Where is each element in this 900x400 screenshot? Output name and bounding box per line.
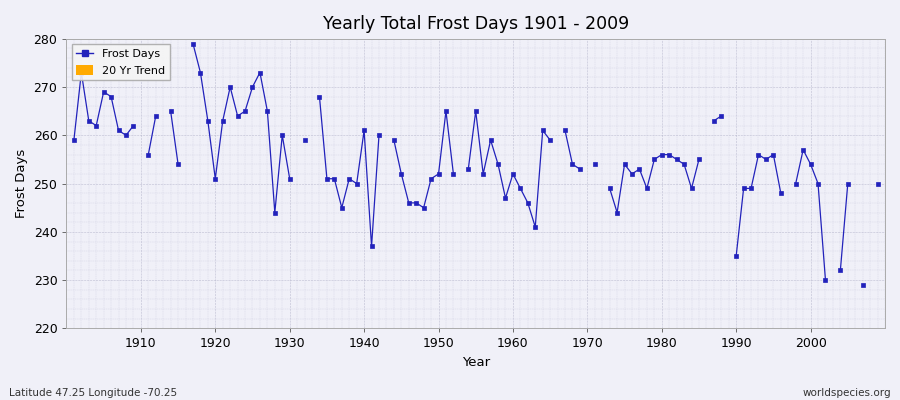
Title: Yearly Total Frost Days 1901 - 2009: Yearly Total Frost Days 1901 - 2009 <box>322 15 629 33</box>
Legend: Frost Days, 20 Yr Trend: Frost Days, 20 Yr Trend <box>72 44 169 80</box>
Text: worldspecies.org: worldspecies.org <box>803 388 891 398</box>
Text: Latitude 47.25 Longitude -70.25: Latitude 47.25 Longitude -70.25 <box>9 388 177 398</box>
Y-axis label: Frost Days: Frost Days <box>15 149 28 218</box>
X-axis label: Year: Year <box>462 356 490 369</box>
